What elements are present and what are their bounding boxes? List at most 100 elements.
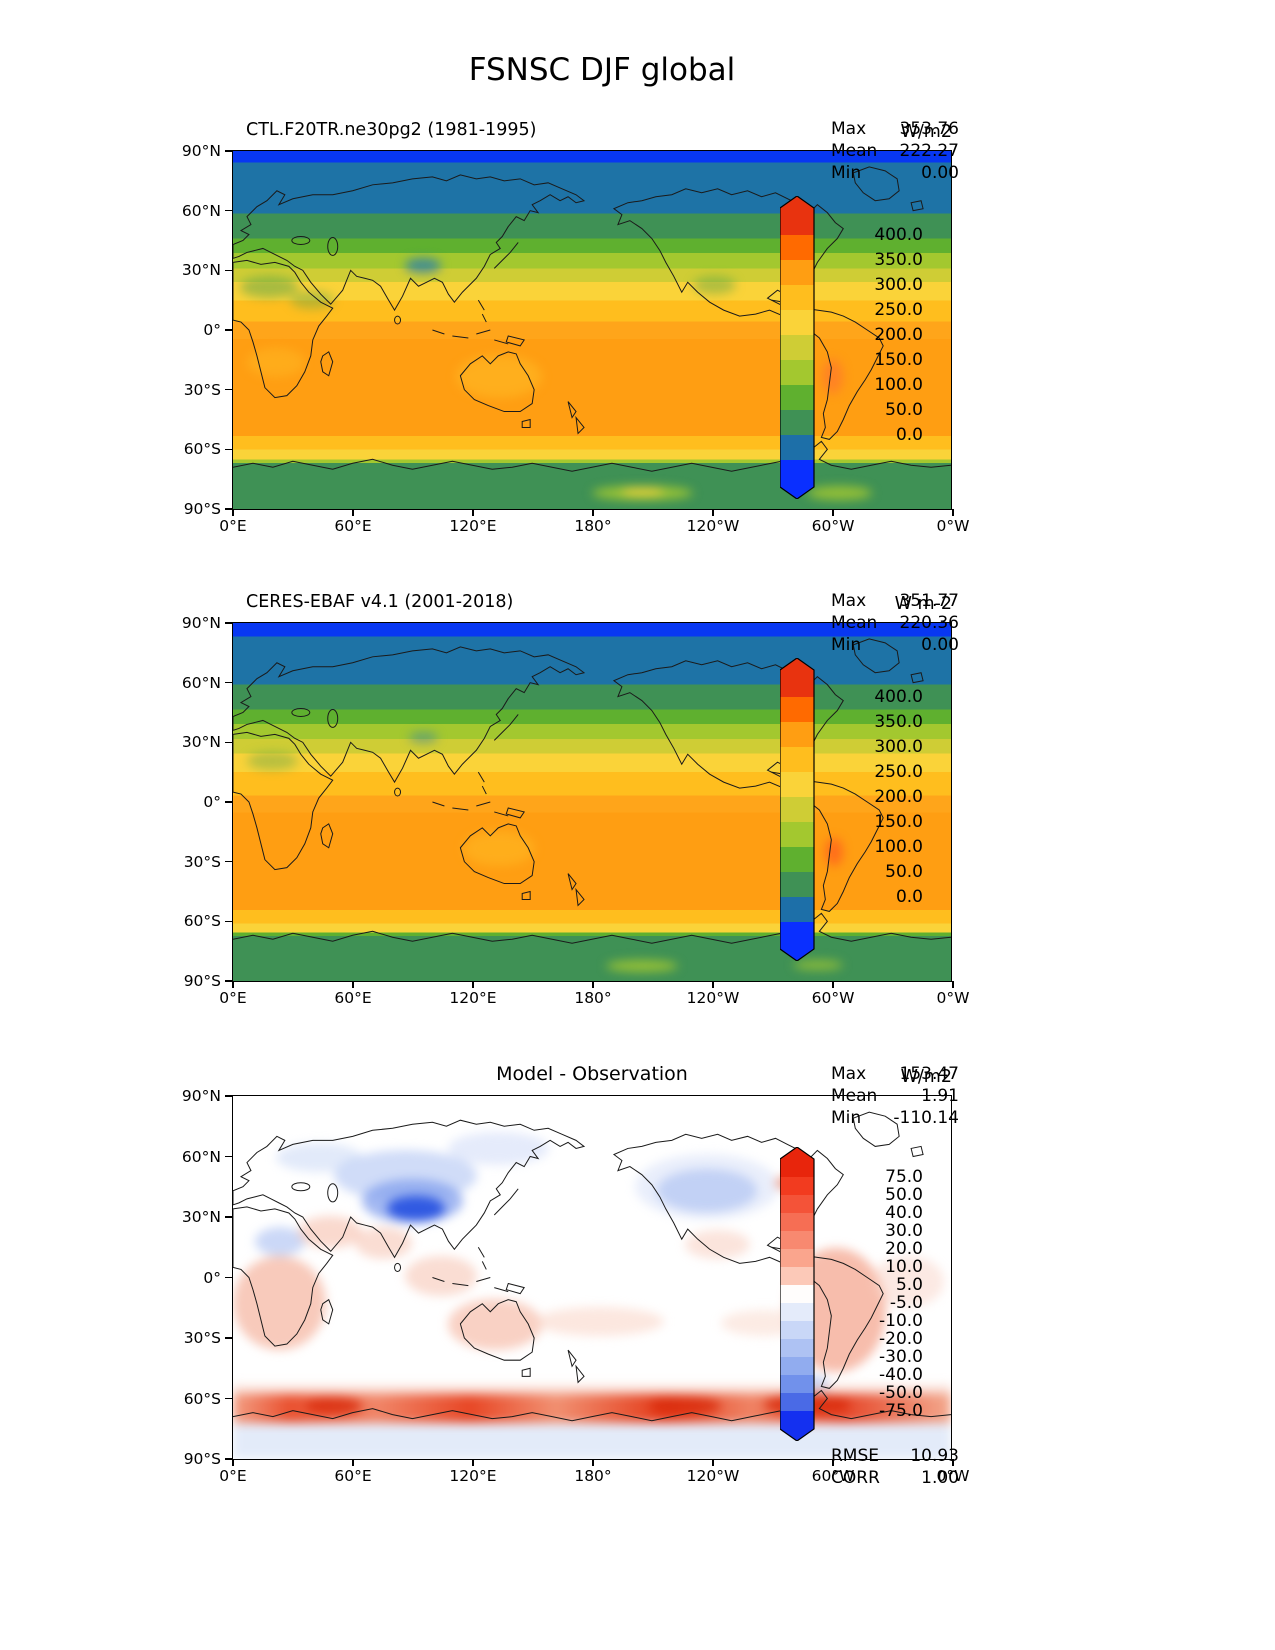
y-tick-mark	[225, 1397, 232, 1400]
y-tick-mark	[225, 210, 232, 212]
y-tick-label: 60°N	[181, 201, 221, 220]
svg-text:100.0: 100.0	[874, 375, 923, 395]
x-tick-label: 0°W	[936, 989, 970, 1007]
stats-model: Max 353.76 Mean 222.27 Min 0.00	[831, 118, 959, 184]
stat-label: Mean	[831, 613, 878, 633]
x-tick-mark	[232, 981, 234, 988]
stat-value: 351.77	[899, 591, 959, 611]
stat-row: Mean 1.91	[831, 1085, 959, 1107]
svg-text:-50.0: -50.0	[879, 1383, 923, 1403]
patch-mexico-green	[692, 276, 736, 295]
x-tick-label: 0°E	[219, 989, 247, 1007]
y-tick-mark	[225, 682, 232, 684]
y-tick-mark	[225, 269, 232, 272]
y-tick-mark	[225, 329, 232, 331]
x-tick-mark	[832, 981, 834, 988]
diff-south-pale-blue-band	[233, 1422, 951, 1459]
map-diff: 90°N 60°N 30°N 0° 30°S 60°S 90°S 0°E 60°E 120°E 18…	[182, 1087, 970, 1485]
diff-antarctic-red-core-1	[304, 1397, 363, 1416]
svg-text:300.0: 300.0	[874, 737, 923, 757]
x-tick-mark	[592, 509, 594, 516]
patch-safrica-amber	[247, 347, 305, 377]
map-obs-patches	[233, 623, 951, 981]
x-tick-label: 120°E	[449, 989, 497, 1007]
y-tick-label: 90°S	[183, 500, 221, 518]
x-tick-mark	[712, 981, 714, 988]
svg-text:350.0: 350.0	[874, 712, 923, 732]
x-tick-label: 0°E	[219, 1467, 247, 1485]
svg-text:-30.0: -30.0	[879, 1347, 923, 1367]
svg-text:-10.0: -10.0	[879, 1311, 923, 1331]
y-tick-mark	[225, 508, 232, 510]
stat-label: Max	[831, 591, 867, 611]
svg-text:75.0: 75.0	[885, 1167, 923, 1187]
panel-obs-units: W m-2	[894, 594, 952, 614]
stat-label: Min	[831, 1108, 862, 1128]
diff-antarctic-red-core-2	[649, 1397, 722, 1416]
x-tick-mark	[232, 509, 234, 516]
y-tick-mark	[225, 622, 232, 624]
x-tick-label: 0°W	[936, 1467, 970, 1485]
colorbar-model: 400.0 350.0 300.0 250.0 200.0 150.0 100.0 50.0 0…	[779, 195, 930, 503]
diff-atlantic-pink	[872, 1255, 944, 1307]
y-tick-label: 90°N	[181, 614, 221, 632]
patch-antarctica-lime-2	[807, 485, 872, 501]
stat-row: RMSE 10.93	[831, 1445, 959, 1467]
colorbar-svg: 400.0 350.0 300.0 250.0 200.0 150.0 100.0 50.0 0…	[779, 657, 923, 962]
colorbar-obs: 400.0 350.0 300.0 250.0 200.0 150.0 100.0 50.0 0…	[779, 657, 930, 965]
y-tick-mark	[225, 801, 232, 803]
svg-text:400.0: 400.0	[874, 225, 923, 245]
svg-text:50.0: 50.0	[885, 400, 923, 420]
y-tick-mark	[225, 1276, 232, 1279]
x-tick-label: 60°E	[334, 1467, 372, 1485]
x-tick-label: 180°	[574, 1467, 612, 1485]
svg-text:250.0: 250.0	[874, 300, 923, 320]
svg-text:40.0: 40.0	[885, 1203, 923, 1223]
svg-text:-20.0: -20.0	[879, 1329, 923, 1349]
x-tick-mark	[352, 981, 354, 988]
stat-label: Mean	[831, 141, 878, 161]
x-tick-label: 120°W	[686, 989, 740, 1007]
x-tick-mark	[352, 1459, 354, 1466]
svg-text:0.0: 0.0	[896, 887, 923, 907]
y-tick-label: 90°S	[183, 1450, 221, 1468]
y-tick-label: 90°N	[181, 1087, 221, 1105]
patch-andes-red	[825, 837, 844, 867]
stat-value: 1.91	[921, 1086, 959, 1106]
stats-diff: Max 153.47 Mean 1.91 Min -110.14	[831, 1063, 959, 1129]
map-model-patches	[233, 151, 951, 509]
x-tick-mark	[952, 509, 954, 516]
patch-tibet-teal	[408, 732, 438, 743]
x-tick-label: 120°W	[686, 517, 740, 535]
diff-tibet-core	[387, 1195, 445, 1222]
x-tick-label: 60°E	[334, 517, 372, 535]
stat-value: 0.00	[921, 635, 959, 655]
patch-nafrica-green	[240, 276, 298, 298]
y-tick-mark	[225, 920, 232, 923]
x-tick-label: 60°E	[334, 989, 372, 1007]
y-tick-label: 30°N	[181, 261, 221, 280]
x-tick-mark	[832, 1459, 834, 1466]
stat-label: Min	[831, 635, 862, 655]
y-tick-label: 60°S	[183, 912, 221, 931]
stats-diff-rmse-corr: RMSE 10.93 CORR 1.00	[831, 1445, 959, 1489]
figure-title: FSNSC DJF global	[468, 52, 736, 88]
y-tick-label: 30°S	[183, 852, 221, 871]
x-tick-label: 120°W	[686, 1467, 740, 1485]
stat-value: 353.76	[899, 119, 959, 139]
x-tick-mark	[472, 981, 474, 988]
y-tick-mark	[225, 1216, 232, 1218]
y-tick-label: 30°N	[181, 733, 221, 752]
stat-label: Mean	[831, 1086, 878, 1106]
y-tick-mark	[225, 389, 232, 391]
colorbar-svg: 400.0 350.0 300.0 250.0 200.0 150.0 100.0 50.0 0…	[779, 195, 923, 500]
svg-text:50.0: 50.0	[885, 862, 923, 882]
diff-siberia-blue	[448, 1132, 549, 1165]
svg-text:200.0: 200.0	[874, 787, 923, 807]
y-tick-label: 90°N	[181, 142, 221, 160]
svg-text:150.0: 150.0	[874, 812, 923, 832]
x-tick-label: 0°E	[219, 517, 247, 535]
stat-value: -110.14	[893, 1108, 959, 1128]
y-tick-mark	[225, 741, 232, 744]
patch-nafrica-green	[247, 751, 298, 770]
